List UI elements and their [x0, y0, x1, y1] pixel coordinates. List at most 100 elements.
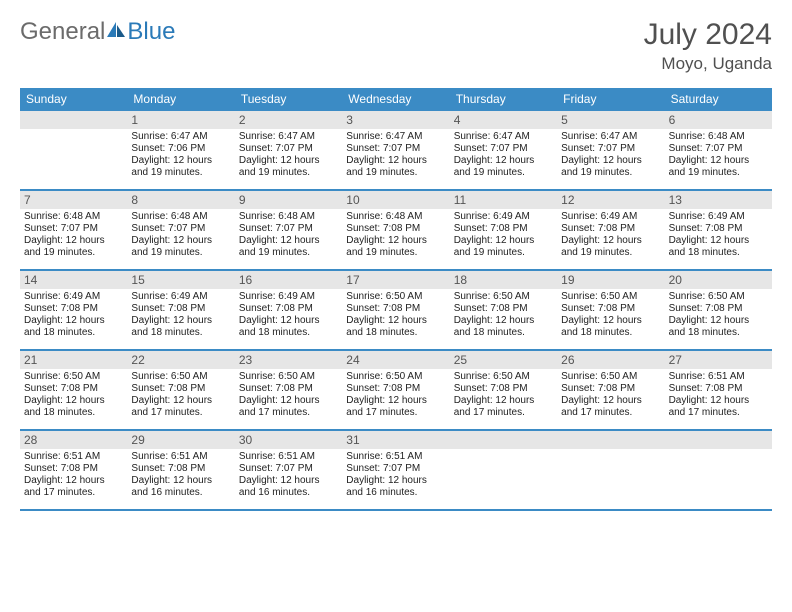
- sunrise-line: Sunrise: 6:51 AM: [24, 451, 123, 463]
- page-header: General Blue July 2024 Moyo, Uganda: [0, 0, 792, 82]
- calendar-cell: 8Sunrise: 6:48 AMSunset: 7:07 PMDaylight…: [127, 191, 234, 269]
- calendar-cell: [450, 431, 557, 509]
- sunset-line: Sunset: 7:08 PM: [24, 463, 123, 475]
- sunset-line: Sunset: 7:08 PM: [346, 223, 445, 235]
- day-number: 27: [665, 351, 772, 369]
- calendar-cell: 6Sunrise: 6:48 AMSunset: 7:07 PMDaylight…: [665, 111, 772, 189]
- day-number: 13: [665, 191, 772, 209]
- day-details: Sunrise: 6:48 AMSunset: 7:08 PMDaylight:…: [342, 209, 449, 262]
- sunset-line: Sunset: 7:08 PM: [24, 383, 123, 395]
- day-number: 28: [20, 431, 127, 449]
- daylight-line: Daylight: 12 hours and 18 minutes.: [24, 315, 123, 339]
- daylight-line: Daylight: 12 hours and 19 minutes.: [669, 155, 768, 179]
- day-number: [20, 111, 127, 129]
- brand-logo: General Blue: [20, 18, 175, 46]
- day-number: 9: [235, 191, 342, 209]
- sunset-line: Sunset: 7:07 PM: [454, 143, 553, 155]
- calendar-cell: 5Sunrise: 6:47 AMSunset: 7:07 PMDaylight…: [557, 111, 664, 189]
- calendar-cell: [557, 431, 664, 509]
- calendar-cell: 2Sunrise: 6:47 AMSunset: 7:07 PMDaylight…: [235, 111, 342, 189]
- calendar-week: 21Sunrise: 6:50 AMSunset: 7:08 PMDayligh…: [20, 351, 772, 431]
- day-number: 5: [557, 111, 664, 129]
- sunset-line: Sunset: 7:08 PM: [561, 223, 660, 235]
- calendar-cell: 10Sunrise: 6:48 AMSunset: 7:08 PMDayligh…: [342, 191, 449, 269]
- day-details: Sunrise: 6:48 AMSunset: 7:07 PMDaylight:…: [235, 209, 342, 262]
- daylight-line: Daylight: 12 hours and 18 minutes.: [346, 315, 445, 339]
- daylight-line: Daylight: 12 hours and 19 minutes.: [346, 155, 445, 179]
- weekday-header: Saturday: [665, 88, 772, 111]
- daylight-line: Daylight: 12 hours and 17 minutes.: [346, 395, 445, 419]
- day-details: Sunrise: 6:50 AMSunset: 7:08 PMDaylight:…: [342, 289, 449, 342]
- day-details: Sunrise: 6:47 AMSunset: 7:07 PMDaylight:…: [342, 129, 449, 182]
- day-details: Sunrise: 6:50 AMSunset: 7:08 PMDaylight:…: [450, 289, 557, 342]
- weekday-header: Thursday: [450, 88, 557, 111]
- sunset-line: Sunset: 7:08 PM: [454, 383, 553, 395]
- day-number: 25: [450, 351, 557, 369]
- day-details: Sunrise: 6:48 AMSunset: 7:07 PMDaylight:…: [127, 209, 234, 262]
- daylight-line: Daylight: 12 hours and 17 minutes.: [454, 395, 553, 419]
- day-number: [450, 431, 557, 449]
- day-details: Sunrise: 6:50 AMSunset: 7:08 PMDaylight:…: [342, 369, 449, 422]
- day-number: 14: [20, 271, 127, 289]
- calendar: Sunday Monday Tuesday Wednesday Thursday…: [20, 88, 772, 511]
- calendar-cell: 23Sunrise: 6:50 AMSunset: 7:08 PMDayligh…: [235, 351, 342, 429]
- day-number: [557, 431, 664, 449]
- calendar-cell: 28Sunrise: 6:51 AMSunset: 7:08 PMDayligh…: [20, 431, 127, 509]
- day-number: 21: [20, 351, 127, 369]
- daylight-line: Daylight: 12 hours and 18 minutes.: [561, 315, 660, 339]
- sunrise-line: Sunrise: 6:51 AM: [669, 371, 768, 383]
- calendar-cell: 17Sunrise: 6:50 AMSunset: 7:08 PMDayligh…: [342, 271, 449, 349]
- daylight-line: Daylight: 12 hours and 19 minutes.: [454, 235, 553, 259]
- day-number: 23: [235, 351, 342, 369]
- sunrise-line: Sunrise: 6:50 AM: [131, 371, 230, 383]
- sunrise-line: Sunrise: 6:47 AM: [131, 131, 230, 143]
- sunset-line: Sunset: 7:07 PM: [561, 143, 660, 155]
- calendar-cell: 3Sunrise: 6:47 AMSunset: 7:07 PMDaylight…: [342, 111, 449, 189]
- sunset-line: Sunset: 7:06 PM: [131, 143, 230, 155]
- calendar-week: 28Sunrise: 6:51 AMSunset: 7:08 PMDayligh…: [20, 431, 772, 511]
- day-number: 16: [235, 271, 342, 289]
- day-number: 24: [342, 351, 449, 369]
- location-label: Moyo, Uganda: [644, 54, 772, 74]
- day-details: Sunrise: 6:48 AMSunset: 7:07 PMDaylight:…: [665, 129, 772, 182]
- sunset-line: Sunset: 7:08 PM: [131, 303, 230, 315]
- logo-text-blue: Blue: [127, 18, 175, 46]
- calendar-cell: 26Sunrise: 6:50 AMSunset: 7:08 PMDayligh…: [557, 351, 664, 429]
- sunrise-line: Sunrise: 6:49 AM: [669, 211, 768, 223]
- sunrise-line: Sunrise: 6:51 AM: [131, 451, 230, 463]
- sunrise-line: Sunrise: 6:49 AM: [131, 291, 230, 303]
- sunset-line: Sunset: 7:07 PM: [239, 143, 338, 155]
- day-number: 20: [665, 271, 772, 289]
- sunrise-line: Sunrise: 6:51 AM: [346, 451, 445, 463]
- day-details: Sunrise: 6:50 AMSunset: 7:08 PMDaylight:…: [127, 369, 234, 422]
- sunrise-line: Sunrise: 6:50 AM: [561, 291, 660, 303]
- daylight-line: Daylight: 12 hours and 18 minutes.: [454, 315, 553, 339]
- sunset-line: Sunset: 7:08 PM: [346, 303, 445, 315]
- sunset-line: Sunset: 7:07 PM: [669, 143, 768, 155]
- daylight-line: Daylight: 12 hours and 18 minutes.: [239, 315, 338, 339]
- sunset-line: Sunset: 7:07 PM: [346, 463, 445, 475]
- sunrise-line: Sunrise: 6:50 AM: [239, 371, 338, 383]
- day-number: 2: [235, 111, 342, 129]
- daylight-line: Daylight: 12 hours and 18 minutes.: [669, 235, 768, 259]
- day-details: Sunrise: 6:49 AMSunset: 7:08 PMDaylight:…: [235, 289, 342, 342]
- day-number: 19: [557, 271, 664, 289]
- weekday-header: Wednesday: [342, 88, 449, 111]
- calendar-cell: 22Sunrise: 6:50 AMSunset: 7:08 PMDayligh…: [127, 351, 234, 429]
- sunset-line: Sunset: 7:08 PM: [669, 303, 768, 315]
- day-number: 31: [342, 431, 449, 449]
- calendar-weeks: 1Sunrise: 6:47 AMSunset: 7:06 PMDaylight…: [20, 111, 772, 511]
- sunset-line: Sunset: 7:07 PM: [346, 143, 445, 155]
- daylight-line: Daylight: 12 hours and 19 minutes.: [239, 155, 338, 179]
- sunrise-line: Sunrise: 6:49 AM: [454, 211, 553, 223]
- daylight-line: Daylight: 12 hours and 17 minutes.: [669, 395, 768, 419]
- daylight-line: Daylight: 12 hours and 19 minutes.: [561, 155, 660, 179]
- sunset-line: Sunset: 7:08 PM: [561, 303, 660, 315]
- day-details: Sunrise: 6:50 AMSunset: 7:08 PMDaylight:…: [235, 369, 342, 422]
- sunset-line: Sunset: 7:08 PM: [346, 383, 445, 395]
- daylight-line: Daylight: 12 hours and 19 minutes.: [24, 235, 123, 259]
- day-details: Sunrise: 6:49 AMSunset: 7:08 PMDaylight:…: [450, 209, 557, 262]
- day-details: Sunrise: 6:49 AMSunset: 7:08 PMDaylight:…: [20, 289, 127, 342]
- day-details: Sunrise: 6:47 AMSunset: 7:07 PMDaylight:…: [557, 129, 664, 182]
- day-number: 10: [342, 191, 449, 209]
